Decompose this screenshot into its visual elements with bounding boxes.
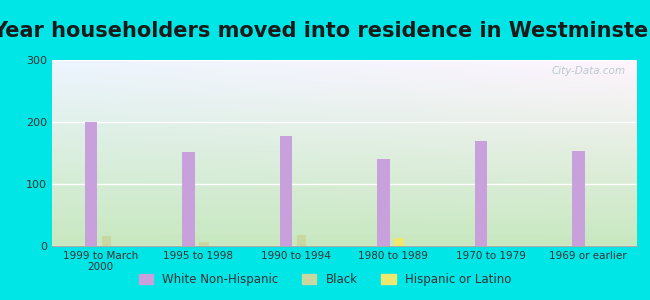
Bar [296, 235, 307, 246]
Text: Year householders moved into residence in Westminster: Year householders moved into residence i… [0, 21, 650, 41]
Bar [377, 159, 390, 246]
Bar [474, 141, 488, 246]
Bar [280, 136, 292, 246]
Bar [84, 122, 98, 246]
Legend: White Non-Hispanic, Black, Hispanic or Latino: White Non-Hispanic, Black, Hispanic or L… [134, 269, 516, 291]
Bar [199, 242, 209, 246]
Bar [394, 238, 404, 246]
Bar [101, 236, 112, 246]
Text: City-Data.com: City-Data.com [551, 66, 625, 76]
Bar [182, 152, 195, 246]
Bar [572, 151, 585, 246]
